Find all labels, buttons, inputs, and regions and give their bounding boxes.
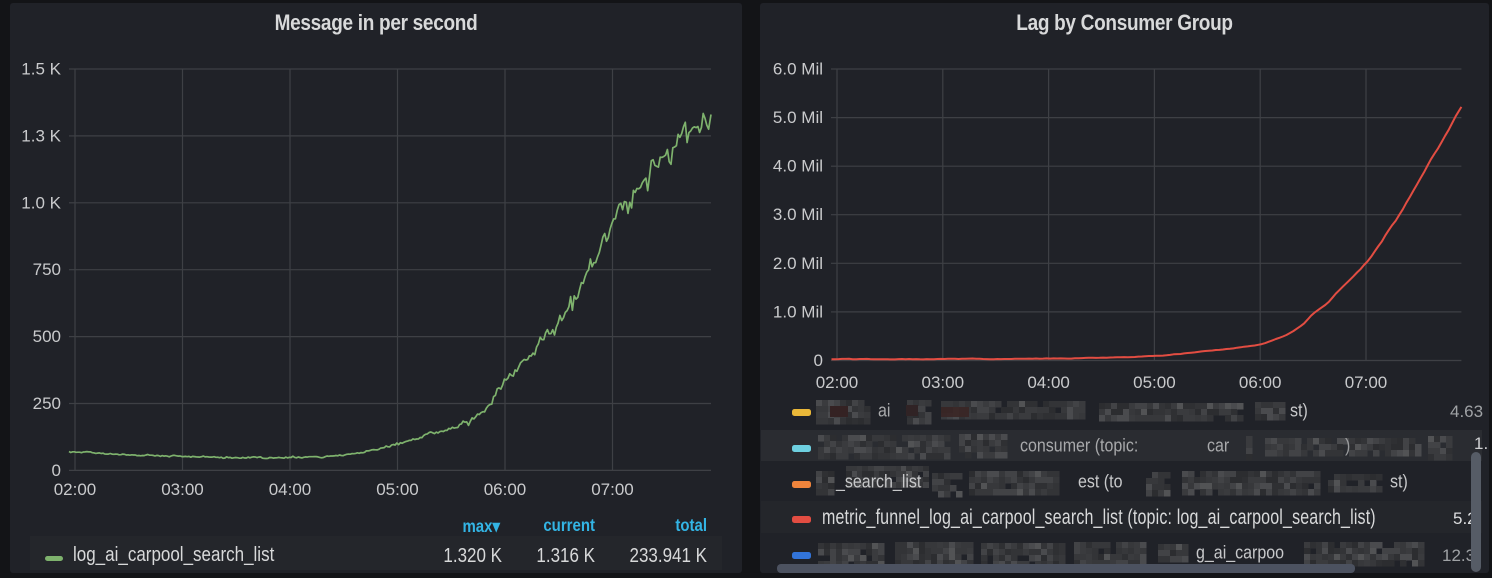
- svg-text:750: 750: [33, 260, 61, 279]
- svg-text:0: 0: [814, 351, 823, 370]
- svg-text:07:00: 07:00: [591, 480, 634, 499]
- svg-text:05:00: 05:00: [1133, 373, 1176, 392]
- svg-text:250: 250: [33, 394, 61, 413]
- svg-text:1.3 K: 1.3 K: [21, 126, 61, 145]
- svg-text:6.0 Mil: 6.0 Mil: [773, 60, 823, 79]
- svg-text:05:00: 05:00: [376, 480, 419, 499]
- svg-text:03:00: 03:00: [922, 373, 965, 392]
- svg-text:4.0 Mil: 4.0 Mil: [773, 157, 823, 176]
- svg-text:1.0 K: 1.0 K: [21, 193, 61, 212]
- svg-text:1.5 K: 1.5 K: [21, 60, 61, 79]
- svg-text:5.0 Mil: 5.0 Mil: [773, 108, 823, 127]
- svg-text:1.0 Mil: 1.0 Mil: [773, 302, 823, 321]
- svg-text:04:00: 04:00: [269, 480, 312, 499]
- svg-text:500: 500: [33, 327, 61, 346]
- svg-text:06:00: 06:00: [1239, 373, 1282, 392]
- svg-text:06:00: 06:00: [484, 480, 527, 499]
- svg-text:03:00: 03:00: [161, 480, 204, 499]
- svg-text:02:00: 02:00: [54, 480, 97, 499]
- svg-text:07:00: 07:00: [1345, 373, 1388, 392]
- svg-text:02:00: 02:00: [816, 373, 859, 392]
- svg-text:3.0 Mil: 3.0 Mil: [773, 205, 823, 224]
- svg-text:04:00: 04:00: [1027, 373, 1070, 392]
- svg-text:2.0 Mil: 2.0 Mil: [773, 254, 823, 273]
- svg-text:0: 0: [52, 461, 61, 480]
